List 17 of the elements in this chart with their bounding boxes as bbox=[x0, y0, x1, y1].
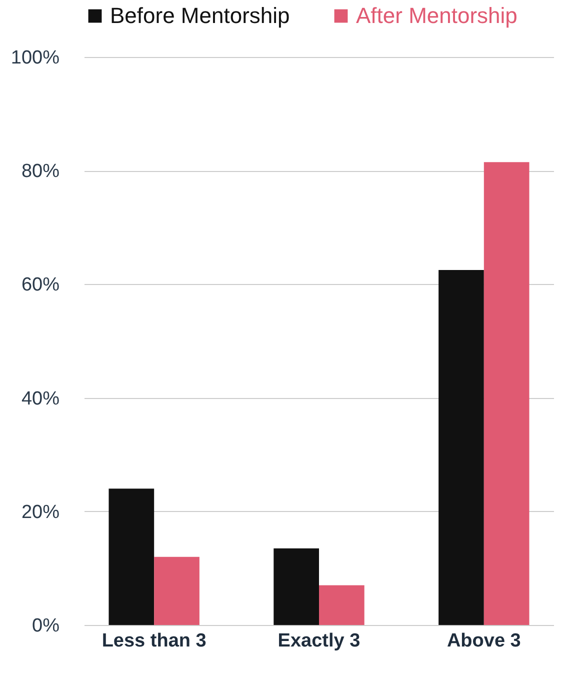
bar bbox=[438, 270, 484, 625]
bar bbox=[319, 585, 364, 625]
bar bbox=[484, 162, 530, 625]
bar bbox=[108, 488, 154, 625]
x-tick-label: Exactly 3 bbox=[278, 630, 360, 652]
y-tick-label: 0% bbox=[32, 616, 60, 636]
bar bbox=[274, 548, 319, 625]
y-tick-label: 100% bbox=[10, 48, 60, 68]
y-tick-label: 40% bbox=[21, 388, 60, 410]
bar bbox=[154, 556, 200, 625]
x-tick-label: Above 3 bbox=[446, 630, 521, 652]
y-tick-label: 60% bbox=[21, 274, 60, 296]
x-tick-label: Less than 3 bbox=[102, 630, 206, 652]
y-tick-label: 80% bbox=[21, 161, 60, 182]
legend-label: After Mentorship bbox=[356, 3, 518, 28]
y-tick-label: 20% bbox=[21, 502, 60, 523]
legend-label: Before Mentorship bbox=[110, 3, 290, 28]
